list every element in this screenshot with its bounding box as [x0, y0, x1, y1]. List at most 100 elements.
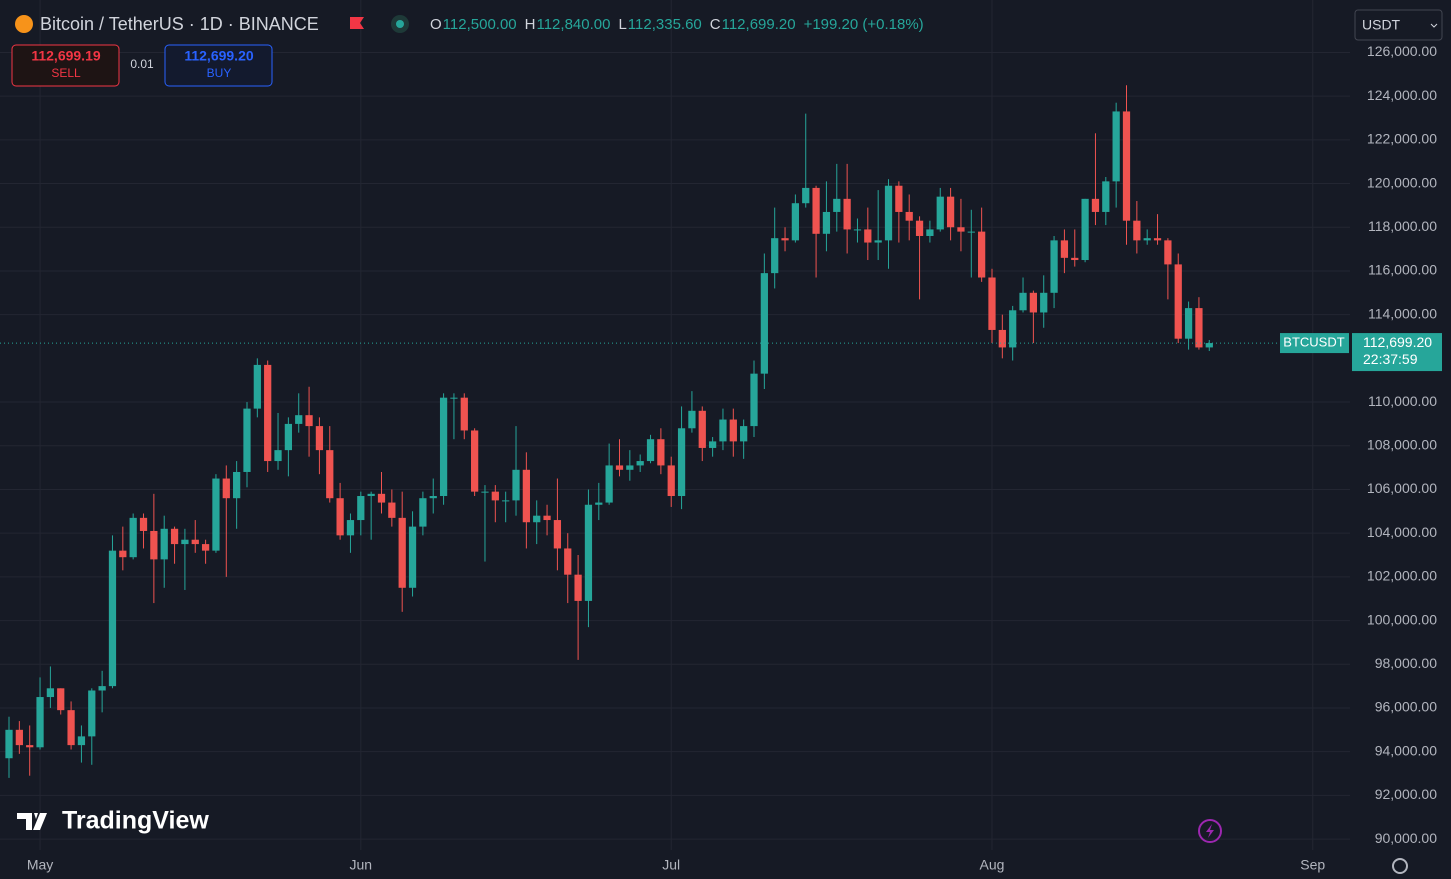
candle-body	[57, 688, 65, 711]
status-dot	[396, 20, 404, 28]
candle-body	[1174, 264, 1182, 339]
legend-key: O	[430, 16, 442, 33]
candle-body	[315, 426, 324, 451]
candle-body	[336, 498, 344, 536]
candle-body	[729, 419, 737, 442]
lightning-icon[interactable]	[1198, 819, 1222, 843]
candle-body	[967, 231, 975, 233]
symbol-tag	[1280, 333, 1349, 354]
candle-body	[491, 491, 499, 501]
candle-body	[119, 550, 127, 558]
lightning-bolt	[1206, 824, 1214, 838]
legend-value: 112,840.00	[536, 16, 610, 33]
candle-body	[15, 729, 23, 746]
candle-body	[584, 504, 593, 601]
candle-body	[605, 465, 613, 503]
candle-body	[77, 736, 86, 746]
candle-body	[26, 745, 34, 748]
candle-body	[181, 539, 189, 545]
candle-body	[988, 277, 996, 330]
candle-body	[1029, 292, 1037, 313]
candle-body	[264, 364, 272, 462]
candle-body	[719, 419, 727, 442]
candle-body	[595, 502, 603, 505]
candle-body	[1081, 198, 1089, 261]
candle-body	[1050, 240, 1058, 293]
spread: 0.01	[130, 57, 154, 71]
candle-body	[657, 439, 665, 466]
candle-body	[1184, 308, 1193, 339]
candle-body	[36, 697, 44, 748]
y-tick-label: 110,000.00	[1368, 393, 1437, 409]
candle-body	[564, 548, 572, 575]
candle-body	[346, 520, 355, 536]
candle-body	[667, 465, 675, 497]
sell-price[interactable]: 112,699.19	[31, 48, 101, 64]
candle-body	[1112, 111, 1120, 182]
candle-body	[419, 498, 427, 527]
sell-label[interactable]: SELL	[51, 66, 81, 80]
candle-body	[129, 517, 137, 558]
settings-icon[interactable]	[1392, 858, 1408, 874]
candle-body	[822, 211, 831, 234]
x-tick-label: Jul	[662, 857, 680, 873]
legend-key: H	[525, 16, 536, 33]
currency-select[interactable]	[1354, 9, 1443, 41]
candle-body	[222, 478, 230, 499]
legend-key: L	[618, 16, 626, 33]
y-tick-label: 116,000.00	[1368, 262, 1437, 278]
currency[interactable]: USDT	[1362, 17, 1401, 33]
candle-body	[512, 469, 520, 501]
candle-body	[429, 496, 437, 499]
sell-button[interactable]	[11, 44, 120, 87]
candle-body	[98, 686, 106, 691]
candle-body	[398, 517, 406, 588]
candle-body	[677, 428, 686, 497]
candle-body	[760, 273, 768, 374]
candle-body	[502, 500, 510, 502]
candle-body	[957, 227, 965, 232]
candle-body	[450, 397, 458, 399]
candles	[5, 85, 1213, 778]
x-tick-label: May	[27, 857, 53, 873]
candle-body	[1153, 238, 1162, 241]
flag-icon[interactable]	[350, 17, 364, 29]
candle-body	[915, 220, 924, 236]
candle-body	[626, 465, 634, 470]
y-tick-label: 120,000.00	[1367, 174, 1437, 190]
buy-button[interactable]	[164, 44, 273, 87]
candle-body	[802, 187, 810, 204]
y-tick-label: 102,000.00	[1367, 568, 1437, 584]
candle-body	[1091, 198, 1100, 212]
candle-body	[88, 690, 96, 737]
candle-body	[233, 471, 241, 499]
symbol-label: BTCUSDT	[1283, 335, 1344, 350]
y-tick-label: 100,000.00	[1367, 611, 1437, 627]
candle-body	[1164, 240, 1172, 265]
buy-price[interactable]: 112,699.20	[184, 48, 254, 64]
x-tick-label: Aug	[980, 857, 1005, 873]
buy-label[interactable]: BUY	[207, 66, 232, 80]
candle-body	[1019, 292, 1027, 311]
candle-body	[243, 408, 251, 472]
candle-body	[698, 410, 706, 448]
candle-body	[574, 574, 582, 601]
candle-body	[543, 515, 551, 521]
overlay: Bitcoin / TetherUS · 1D · BINANCE O 112,5…	[0, 9, 1443, 874]
candle-body	[460, 397, 468, 431]
candle-body	[750, 373, 758, 427]
candle-body	[884, 185, 893, 241]
y-tick-label: 114,000.00	[1368, 305, 1437, 321]
candle-body	[377, 493, 386, 503]
chart-title[interactable]: Bitcoin / TetherUS · 1D · BINANCE	[40, 14, 319, 34]
candle-body	[688, 410, 696, 429]
candle-body	[1071, 257, 1079, 261]
candle-body	[274, 450, 282, 462]
candle-body	[812, 187, 820, 234]
candle-body	[1102, 181, 1110, 212]
candle-body	[295, 415, 303, 424]
candle-body	[471, 430, 479, 492]
watermark: TradingView	[62, 807, 209, 835]
candle-body	[1143, 238, 1151, 241]
